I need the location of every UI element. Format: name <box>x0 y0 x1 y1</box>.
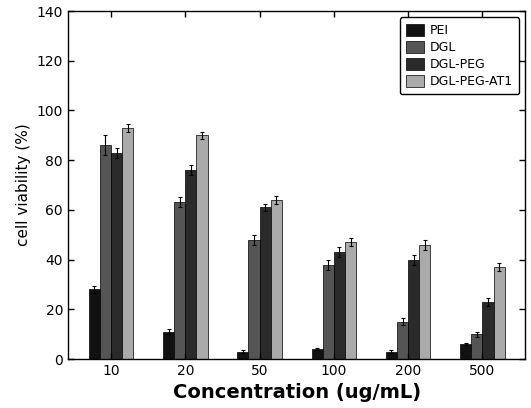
Bar <box>185 170 196 359</box>
Bar <box>345 242 356 359</box>
Bar <box>271 200 282 359</box>
Legend: PEI, DGL, DGL-PEG, DGL-PEG-AT1: PEI, DGL, DGL-PEG, DGL-PEG-AT1 <box>400 17 519 94</box>
Bar <box>419 245 431 359</box>
Y-axis label: cell viability (%): cell viability (%) <box>16 124 31 246</box>
Bar <box>111 153 122 359</box>
Bar <box>460 344 471 359</box>
Bar <box>196 135 208 359</box>
Bar <box>408 259 419 359</box>
Bar <box>493 267 504 359</box>
X-axis label: Concentration (ug/mL): Concentration (ug/mL) <box>173 384 421 402</box>
Bar <box>260 207 271 359</box>
Bar <box>100 145 111 359</box>
Bar <box>312 349 323 359</box>
Bar <box>386 352 397 359</box>
Bar <box>237 352 249 359</box>
Bar <box>249 240 260 359</box>
Bar <box>471 334 482 359</box>
Bar <box>163 332 174 359</box>
Bar <box>397 322 408 359</box>
Bar <box>174 202 185 359</box>
Bar <box>334 252 345 359</box>
Bar <box>89 289 100 359</box>
Bar <box>482 302 493 359</box>
Bar <box>122 128 133 359</box>
Bar <box>323 264 334 359</box>
